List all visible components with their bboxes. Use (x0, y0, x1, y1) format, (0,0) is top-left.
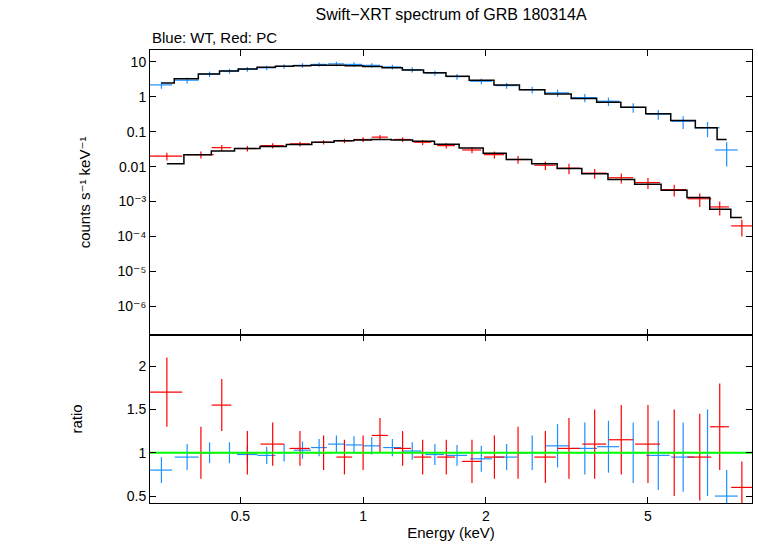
svg-text:1.5: 1.5 (127, 401, 147, 417)
svg-text:10⁻⁵: 10⁻⁵ (117, 263, 146, 279)
svg-text:0.1: 0.1 (127, 124, 147, 140)
svg-text:10⁻⁴: 10⁻⁴ (117, 228, 146, 244)
svg-text:Swift−XRT spectrum of GRB 1803: Swift−XRT spectrum of GRB 180314A (315, 6, 586, 23)
svg-text:10⁻³: 10⁻³ (119, 193, 147, 209)
svg-text:1: 1 (138, 89, 146, 105)
svg-text:10: 10 (131, 54, 147, 70)
svg-text:0.5: 0.5 (127, 488, 147, 504)
svg-text:2: 2 (138, 358, 146, 374)
svg-text:Energy (keV): Energy (keV) (407, 524, 495, 541)
svg-text:1: 1 (359, 508, 367, 524)
svg-text:5: 5 (644, 508, 652, 524)
svg-text:1: 1 (138, 445, 146, 461)
svg-text:10⁻⁶: 10⁻⁶ (117, 298, 146, 314)
svg-text:0.01: 0.01 (119, 159, 146, 175)
svg-text:2: 2 (482, 508, 490, 524)
svg-text:ratio: ratio (68, 404, 85, 433)
svg-text:Blue: WT, Red: PC: Blue: WT, Red: PC (152, 29, 277, 46)
svg-text:0.5: 0.5 (231, 508, 251, 524)
svg-text:counts s⁻¹ keV⁻¹: counts s⁻¹ keV⁻¹ (76, 137, 93, 249)
